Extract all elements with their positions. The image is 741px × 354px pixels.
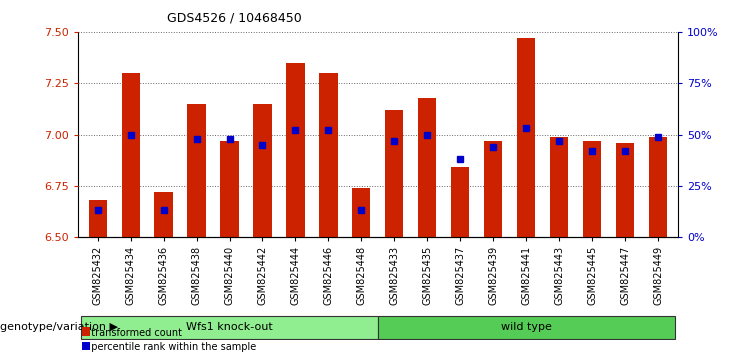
Bar — [517, 38, 536, 237]
Text: transformed count: transformed count — [85, 328, 182, 338]
Text: wild type: wild type — [501, 322, 552, 332]
Bar — [253, 104, 271, 237]
Bar — [81, 316, 378, 338]
Bar — [485, 141, 502, 237]
Bar — [319, 73, 337, 237]
Bar — [551, 137, 568, 237]
Bar — [220, 141, 239, 237]
Bar — [649, 137, 668, 237]
Bar — [187, 104, 205, 237]
Bar — [286, 63, 305, 237]
Text: percentile rank within the sample: percentile rank within the sample — [85, 342, 256, 352]
Bar — [353, 188, 370, 237]
Text: Wfs1 knock-out: Wfs1 knock-out — [186, 322, 273, 332]
Text: GDS4526 / 10468450: GDS4526 / 10468450 — [167, 12, 302, 25]
Text: genotype/variation ▶: genotype/variation ▶ — [0, 322, 118, 332]
Bar — [154, 192, 173, 237]
Bar — [583, 141, 602, 237]
Bar — [385, 110, 403, 237]
Bar — [122, 73, 139, 237]
Bar — [451, 167, 470, 237]
Bar — [88, 200, 107, 237]
Bar — [419, 98, 436, 237]
Bar — [617, 143, 634, 237]
Bar — [378, 316, 675, 338]
